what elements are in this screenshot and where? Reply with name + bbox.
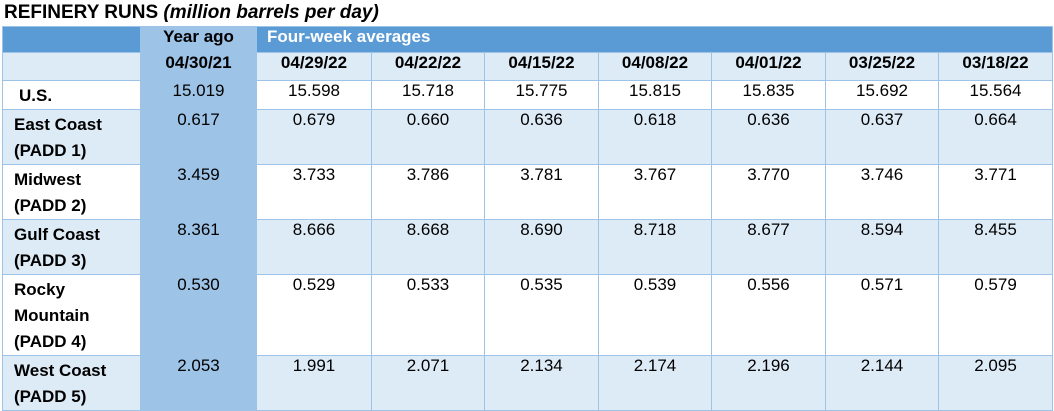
table-cell: 3.459 <box>140 164 257 220</box>
table-row-us: U.S. 15.019 15.598 15.718 15.775 15.815 … <box>2 80 1054 110</box>
table-cell: 15.835 <box>711 80 826 110</box>
row-label: Gulf Coast (PADD 3) <box>2 219 141 275</box>
table-row-gulf-coast: Gulf Coast (PADD 3) 8.361 8.666 8.668 8.6… <box>2 219 1054 275</box>
row-label-line: (PADD 3) <box>14 251 87 270</box>
date-header: 04/30/21 <box>140 52 257 81</box>
row-label: U.S. <box>2 80 141 110</box>
table-cell: 2.144 <box>825 355 939 411</box>
date-header: 04/29/22 <box>256 52 372 81</box>
table-cell: 15.815 <box>598 80 712 110</box>
date-header: 04/22/22 <box>371 52 485 81</box>
row-label-line: (PADD 1) <box>14 141 87 160</box>
year-ago-header: Year ago <box>140 26 257 53</box>
table-cell: 0.637 <box>825 109 939 165</box>
table-cell: 0.535 <box>484 274 599 356</box>
table-cell: 15.775 <box>484 80 599 110</box>
title-main: REFINERY RUNS <box>4 2 159 23</box>
title-unit: (million barrels per day) <box>163 2 379 23</box>
table-cell: 0.529 <box>256 274 372 356</box>
table-cell: 0.533 <box>371 274 485 356</box>
table-cell: 8.361 <box>140 219 257 275</box>
table-cell: 15.692 <box>825 80 939 110</box>
table-cell: 0.679 <box>256 109 372 165</box>
row-label: East Coast (PADD 1) <box>2 109 141 165</box>
row-label-line: (PADD 4) <box>14 332 87 351</box>
table-cell: 0.618 <box>598 109 712 165</box>
table-cell: 2.095 <box>937 355 1054 411</box>
row-label-line: Gulf Coast <box>14 225 100 244</box>
row-label-line: Mountain <box>14 306 90 325</box>
date-header: 04/01/22 <box>711 52 826 81</box>
table-row-rocky-mountain: Rocky Mountain (PADD 4) 0.530 0.529 0.533 … <box>2 274 1054 356</box>
table-cell: 2.196 <box>711 355 826 411</box>
date-header: 03/25/22 <box>825 52 939 81</box>
refinery-runs-table: Year ago Four-week averages 04/30/21 04/… <box>2 26 1054 411</box>
table-cell: 0.571 <box>825 274 939 356</box>
table-cell: 0.530 <box>140 274 257 356</box>
table-cell: 8.718 <box>598 219 712 275</box>
table-cell: 0.636 <box>711 109 826 165</box>
date-header-corner <box>2 52 141 81</box>
header-row-dates: 04/30/21 04/29/22 04/22/22 04/15/22 04/0… <box>2 52 1054 81</box>
header-corner <box>2 26 141 53</box>
table-cell: 0.660 <box>371 109 485 165</box>
table-cell: 15.564 <box>937 80 1054 110</box>
table-cell: 8.690 <box>484 219 599 275</box>
four-week-averages-header: Four-week averages <box>256 26 1054 53</box>
row-label: Midwest (PADD 2) <box>2 164 141 220</box>
table-cell: 8.594 <box>825 219 939 275</box>
table-cell: 3.771 <box>937 164 1054 220</box>
table-cell: 8.666 <box>256 219 372 275</box>
table-cell: 2.134 <box>484 355 599 411</box>
table-cell: 3.781 <box>484 164 599 220</box>
table-row-east-coast: East Coast (PADD 1) 0.617 0.679 0.660 0.6… <box>2 109 1054 165</box>
table-cell: 15.019 <box>140 80 257 110</box>
row-label: West Coast (PADD 5) <box>2 355 141 411</box>
row-label: Rocky Mountain (PADD 4) <box>2 274 141 356</box>
table-title: REFINERY RUNS (million barrels per day) <box>4 2 379 24</box>
table-cell: 2.053 <box>140 355 257 411</box>
table-cell: 15.718 <box>371 80 485 110</box>
table-cell: 0.556 <box>711 274 826 356</box>
table-cell: 3.770 <box>711 164 826 220</box>
header-row-groups: Year ago Four-week averages <box>2 26 1054 53</box>
table-cell: 0.636 <box>484 109 599 165</box>
table-cell: 3.767 <box>598 164 712 220</box>
row-label-line: Midwest <box>14 170 82 189</box>
row-label-line: West Coast <box>14 361 107 380</box>
table-cell: 2.071 <box>371 355 485 411</box>
table-cell: 0.539 <box>598 274 712 356</box>
table-cell: 3.786 <box>371 164 485 220</box>
date-header: 03/18/22 <box>937 52 1054 81</box>
table-cell: 0.617 <box>140 109 257 165</box>
row-label-line: U.S. <box>19 86 53 105</box>
table-row-midwest: Midwest (PADD 2) 3.459 3.733 3.786 3.781 … <box>2 164 1054 220</box>
row-label-line: (PADD 2) <box>14 196 87 215</box>
row-label-line: Rocky <box>14 280 66 299</box>
table-cell: 8.668 <box>371 219 485 275</box>
table-cell: 8.455 <box>937 219 1054 275</box>
row-label-line: (PADD 5) <box>14 387 87 406</box>
table-cell: 2.174 <box>598 355 712 411</box>
date-header: 04/08/22 <box>598 52 712 81</box>
table-row-west-coast: West Coast (PADD 5) 2.053 1.991 2.071 2.1… <box>2 355 1054 411</box>
table-cell: 15.598 <box>256 80 372 110</box>
row-label-line: East Coast <box>14 115 102 134</box>
table-cell: 3.746 <box>825 164 939 220</box>
table-cell: 8.677 <box>711 219 826 275</box>
table-cell: 0.664 <box>937 109 1054 165</box>
table-cell: 3.733 <box>256 164 372 220</box>
date-header: 04/15/22 <box>484 52 599 81</box>
table-cell: 1.991 <box>256 355 372 411</box>
table-cell: 0.579 <box>937 274 1054 356</box>
